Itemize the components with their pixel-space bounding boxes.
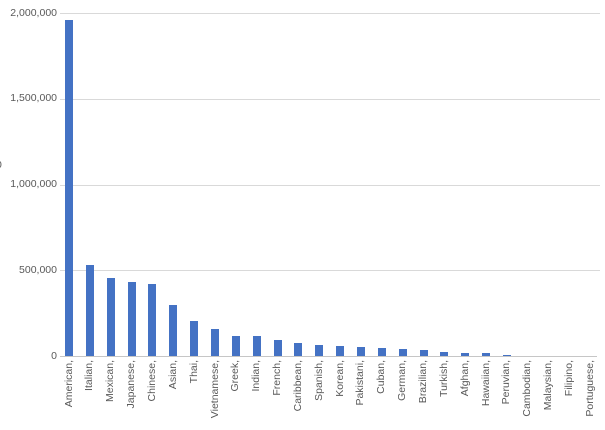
bar-american[interactable]: [65, 20, 73, 356]
bar-caribbean[interactable]: [294, 343, 303, 356]
bar-asian[interactable]: [169, 305, 178, 356]
bar-afghan[interactable]: [461, 353, 470, 356]
x-axis-category-label: Filipino,: [562, 360, 575, 397]
gridline: [60, 13, 600, 14]
x-axis-category-label: French,: [271, 360, 283, 396]
x-axis-category-label: Pakistani,: [354, 360, 367, 406]
bar-thai[interactable]: [190, 321, 199, 356]
bar-german[interactable]: [398, 349, 407, 356]
x-axis-category-label: Spanish,: [312, 360, 325, 401]
x-axis-category-label: Mexican,: [104, 360, 117, 403]
x-axis-category-label: Caribbean,: [291, 360, 304, 412]
bar-hawaiian[interactable]: [482, 353, 490, 356]
x-axis-category-label: Thai,: [187, 360, 200, 384]
bar-french[interactable]: [273, 340, 282, 356]
x-axis-category-label: Korean,: [333, 360, 346, 397]
gridline: [60, 270, 600, 271]
bar-italian[interactable]: [85, 265, 94, 356]
y-axis-tick-label: 1,000,000: [10, 178, 57, 190]
bar-greek[interactable]: [231, 336, 240, 356]
x-axis-category-label: Portuguese,: [583, 360, 596, 417]
bar-chinese[interactable]: [148, 284, 157, 356]
bar-mexican[interactable]: [106, 278, 115, 356]
x-axis-category-label: Asian,: [166, 360, 179, 390]
x-axis-category-label: German,: [396, 360, 409, 401]
bar-korean[interactable]: [336, 346, 345, 356]
bar-peruvian[interactable]: [502, 355, 511, 356]
y-axis-tick-label: 500,000: [19, 264, 57, 276]
x-axis-category-label: Cambodian,: [521, 360, 534, 417]
x-axis-line: [60, 356, 597, 357]
gridline: [60, 185, 600, 186]
bar-spanish[interactable]: [315, 345, 324, 356]
x-axis-category-label: Indian,: [250, 360, 263, 392]
x-axis-category-label: Japanese,: [125, 360, 138, 409]
x-axis-category-label: Greek,: [229, 360, 242, 392]
bar-vietnamese[interactable]: [211, 329, 219, 356]
x-axis-category-label: Chinese,: [145, 360, 158, 402]
x-axis-category-label: Vietnamese,: [208, 360, 221, 419]
y-axis-tick-label: 0: [51, 350, 57, 362]
x-axis-category-label: Hawaiian,: [479, 360, 492, 407]
bar-cuban[interactable]: [377, 348, 386, 356]
y-axis-tick-label: 2,000,000: [10, 7, 57, 19]
x-axis-category-label: American,: [62, 360, 75, 408]
x-axis-category-label: Peruvian,: [500, 360, 513, 405]
x-axis-category-label: Afghan,: [458, 360, 471, 397]
x-axis-category-label: Cuban,: [375, 360, 388, 394]
y-axis-tick-label: 1,500,000: [10, 92, 57, 104]
bar-brazilian[interactable]: [419, 350, 428, 356]
gridline: [60, 99, 600, 100]
x-axis-category-label: Brazilian,: [417, 360, 429, 404]
bar-turkish[interactable]: [440, 352, 449, 356]
clipped-axis-fragment: 0: [0, 159, 2, 171]
bar-indian[interactable]: [252, 336, 261, 356]
x-axis-category-label: Malaysian,: [542, 360, 554, 411]
x-axis-category-label: Turkish,: [437, 360, 450, 397]
bar-pakistani[interactable]: [356, 347, 365, 356]
x-axis-category-label: Italian,: [83, 360, 96, 391]
bar-japanese[interactable]: [127, 282, 136, 356]
